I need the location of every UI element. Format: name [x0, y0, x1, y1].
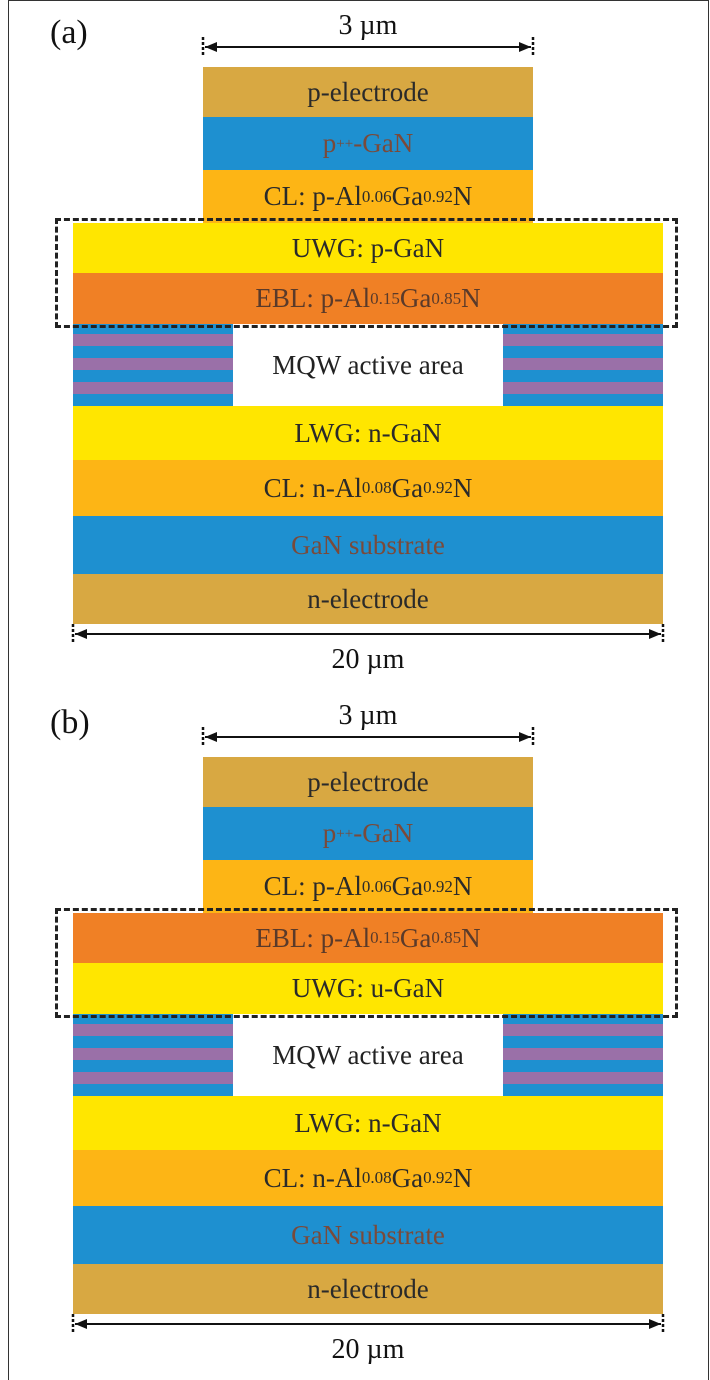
diagram-panel-a: (a) 3 µm p-electrode p ++ -GaN CL: p-Al 0.06 Ga 0… [50, 10, 678, 675]
layer-cl-top: CL: p-Al 0.06 Ga 0.92 N [203, 170, 533, 223]
layer-label: p-electrode [307, 766, 429, 797]
layer-label-part: CL: p-Al [263, 181, 362, 211]
layer-label-part: Ga [391, 1162, 424, 1193]
layer-lwg: LWG: n-GaN [73, 406, 663, 460]
layer-guide2: EBL: p-Al 0.15 Ga 0.85 N [73, 273, 663, 324]
bottom-width-label: 20 µm [331, 1334, 405, 1365]
layer-label-part: p [322, 128, 337, 158]
layer-label-part: N [452, 181, 473, 211]
highlight-dashed-box [55, 218, 678, 328]
layer-label: UWG: p-GaN [291, 232, 445, 263]
highlight-dashed-box [55, 908, 678, 1018]
layer-cl-bottom: CL: n-Al 0.08 Ga 0.92 N [73, 460, 663, 516]
mqw-stripes-left [73, 1014, 233, 1096]
layer-guide1: EBL: p-Al 0.15 Ga 0.85 N [73, 913, 663, 963]
top-width-label: 3 µm [338, 700, 398, 731]
mqw-stripes-right [503, 324, 663, 406]
layer-label: MQW active area [272, 1039, 464, 1070]
layer-label: MQW active area [272, 349, 464, 380]
layer-label-part: N [452, 871, 473, 901]
panel-label: (b) [50, 704, 90, 741]
layer-mqw-active-area: MQW active area [233, 324, 503, 406]
layer-label-part: EBL: p-Al [255, 283, 371, 313]
top-width-label: 3 µm [338, 10, 398, 41]
mqw-stripes-left [73, 324, 233, 406]
layer-label-part: N [461, 922, 481, 953]
figure-frame [8, 0, 709, 1380]
layer-guide2: UWG: u-GaN [73, 963, 663, 1014]
layer-label: UWG: u-GaN [291, 973, 445, 1003]
layer-label: GaN substrate [291, 1219, 445, 1250]
layer-p-electrode: p-electrode [203, 67, 533, 117]
layer-label-part: -GaN [353, 128, 414, 158]
diagram-panel-b: (b) 3 µm p-electrode p ++ -GaN CL: p-Al 0.06 Ga 0… [0, 690, 710, 1380]
layer-p-gan: p ++ -GaN [203, 117, 533, 170]
layer-label: n-electrode [307, 1273, 429, 1304]
layer-label: GaN substrate [291, 529, 445, 560]
layer-substrate: GaN substrate [73, 1206, 663, 1264]
layer-label: LWG: n-GaN [294, 417, 442, 448]
layer-label-part: Ga [399, 922, 432, 953]
layer-cl-bottom: CL: n-Al 0.08 Ga 0.92 N [73, 1150, 663, 1206]
layer-label-part: Ga [399, 283, 432, 313]
layer-label: p-electrode [307, 76, 429, 107]
layer-label-part: Ga [391, 472, 424, 503]
layer-label-part: -GaN [353, 818, 414, 848]
layer-label-part: CL: n-Al [263, 1162, 362, 1193]
dimension-arrow [71, 624, 665, 644]
dimension-arrow [201, 727, 535, 747]
layer-label-part: N [461, 283, 481, 313]
dimension-arrow [201, 37, 535, 57]
layer-substrate: GaN substrate [73, 516, 663, 574]
panel-label: (a) [50, 14, 88, 51]
layer-label-part: N [452, 472, 473, 503]
layer-label-part: EBL: p-Al [255, 922, 371, 953]
layer-cl-top: CL: p-Al 0.06 Ga 0.92 N [203, 860, 533, 913]
bottom-width-label: 20 µm [331, 644, 405, 675]
layer-label: n-electrode [307, 583, 429, 614]
dimension-arrow [71, 1314, 665, 1334]
layer-mqw-active-area: MQW active area [233, 1014, 503, 1096]
layer-label-part: p [322, 818, 337, 848]
layer-label-part: Ga [391, 181, 424, 211]
layer-label-part: N [452, 1162, 473, 1193]
layer-lwg: LWG: n-GaN [73, 1096, 663, 1150]
layer-n-electrode: n-electrode [73, 574, 663, 624]
layer-p-electrode: p-electrode [203, 757, 533, 807]
layer-p-gan: p ++ -GaN [203, 807, 533, 860]
layer-label-part: CL: n-Al [263, 472, 362, 503]
layer-label: LWG: n-GaN [294, 1107, 442, 1138]
layer-n-electrode: n-electrode [73, 1264, 663, 1314]
layer-label-part: CL: p-Al [263, 871, 362, 901]
mqw-stripes-right [503, 1014, 663, 1096]
layer-label-part: Ga [391, 871, 424, 901]
layer-guide1: UWG: p-GaN [73, 223, 663, 273]
